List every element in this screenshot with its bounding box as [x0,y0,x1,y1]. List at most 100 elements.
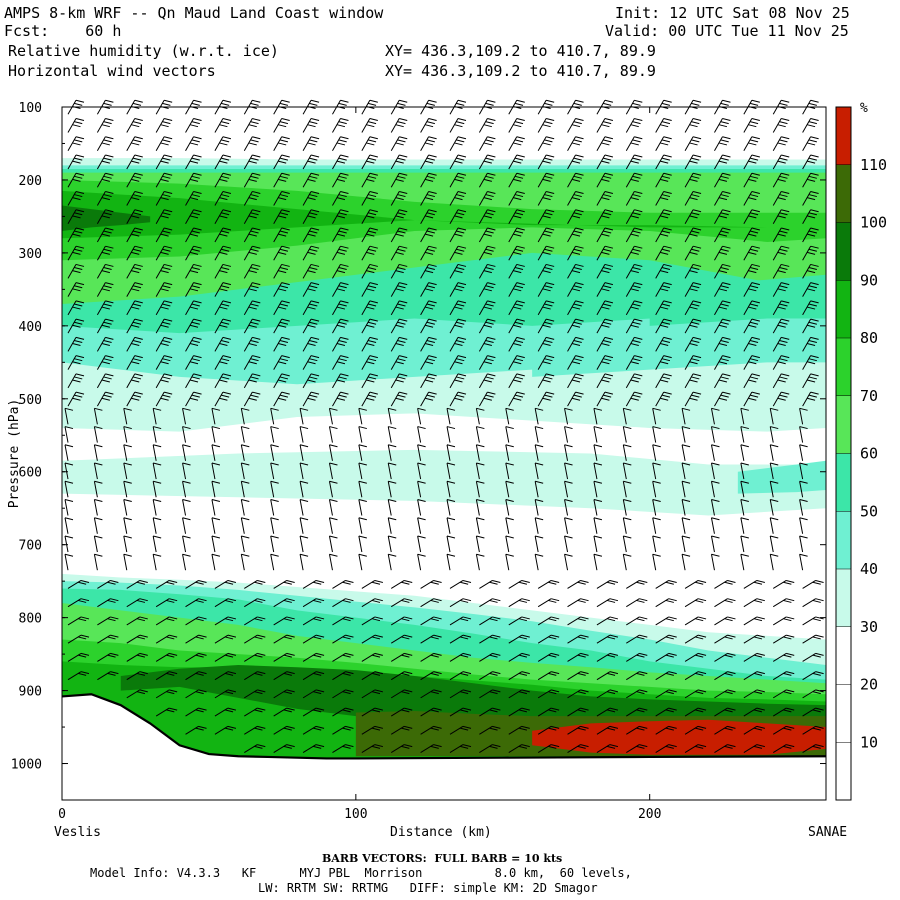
wind-barb [390,634,413,644]
wind-barb [478,355,496,370]
wind-barb [420,318,437,334]
wind-barb [97,634,119,644]
wind-barb [505,444,514,461]
wind-barb [596,318,614,334]
wind-barb [155,172,173,188]
wind-barb [802,725,824,735]
wind-barb [126,209,143,224]
wind-barb [655,579,677,589]
wind-barb [626,744,648,754]
wind-barb [567,245,584,261]
wind-barb [420,227,437,243]
wind-barb [625,263,643,279]
wind-barb [508,245,525,261]
wind-barb [182,535,191,553]
wind-barb [155,300,173,316]
wind-barb [243,136,261,152]
wind-barb [479,652,501,662]
wind-barb [390,652,413,662]
wind-barb [593,499,603,516]
colorbar-swatch [836,338,851,396]
wind-barb [714,744,736,754]
wind-barb [743,172,760,188]
wind-barb [126,373,143,389]
wind-barb [152,407,162,425]
wind-barb [332,209,349,224]
wind-barb [243,118,261,133]
wind-barb [243,282,261,297]
wind-barb [420,652,442,662]
wind-barb [64,426,74,443]
wind-barb [332,671,354,681]
wind-barb [537,707,560,717]
wind-barb [361,634,383,644]
wind-barb [155,355,173,370]
wind-barb [390,689,413,699]
wind-barb [626,689,648,699]
model-title: AMPS 8-km WRF -- Qn Maud Land Coast wind… [4,4,384,22]
wind-barb [622,499,632,516]
wind-barb [152,480,162,498]
wind-barb [799,407,808,425]
wind-barb [361,227,378,243]
wind-barb [214,707,237,717]
wind-barb [714,725,736,735]
wind-barb [743,282,760,297]
wind-barb [299,499,309,516]
wind-barb [684,136,702,152]
colorbar-label: 30 [860,618,878,636]
wind-barb [626,671,648,681]
wind-barb [358,426,367,443]
wind-barb [596,598,619,608]
wind-barb [273,154,290,170]
wind-barb [681,535,691,553]
wind-barb [243,318,261,334]
wind-barb [802,616,824,626]
wind-barb [802,318,819,334]
wind-barb [537,118,555,133]
wind-barb [622,535,632,553]
wind-barb [243,336,261,352]
wind-barb [420,136,437,152]
wind-barb [655,190,672,206]
wind-barb [214,136,232,152]
wind-barb [302,300,320,316]
wind-barb [214,318,232,334]
wind-barb [684,227,702,243]
wind-barb [684,652,707,662]
wind-barb [152,535,162,553]
wind-barb [714,136,731,152]
wind-barb [740,553,749,571]
wind-barb [214,725,237,735]
y-tick-label: 600 [19,466,42,481]
wind-barb [743,190,760,206]
wind-barb [508,227,525,243]
wind-barb [567,282,584,297]
wind-barb [479,725,501,735]
wind-barb [655,725,677,735]
wind-barb [358,517,367,534]
wind-barb [537,318,555,334]
wind-barb [185,707,207,717]
wind-barb [420,355,437,370]
field1-xy: XY= 436.3,109.2 to 410.7, 89.9 [385,42,656,60]
wind-barb [743,355,760,370]
wind-barb [772,355,790,370]
wind-barb [446,426,456,443]
wind-barb [332,318,349,334]
rh-mid-40 [737,460,826,494]
wind-barb [596,209,614,224]
wind-barb [417,480,426,498]
wind-barb [96,190,114,206]
wind-barb [652,535,661,553]
wind-barb [93,499,103,516]
wind-barb [332,373,349,389]
wind-barb [626,579,648,589]
wind-barb [93,407,103,425]
wind-barb [358,535,367,553]
wind-barb [655,263,672,279]
wind-barb [270,499,279,516]
wind-barb [772,671,795,681]
wind-barb [537,190,555,206]
